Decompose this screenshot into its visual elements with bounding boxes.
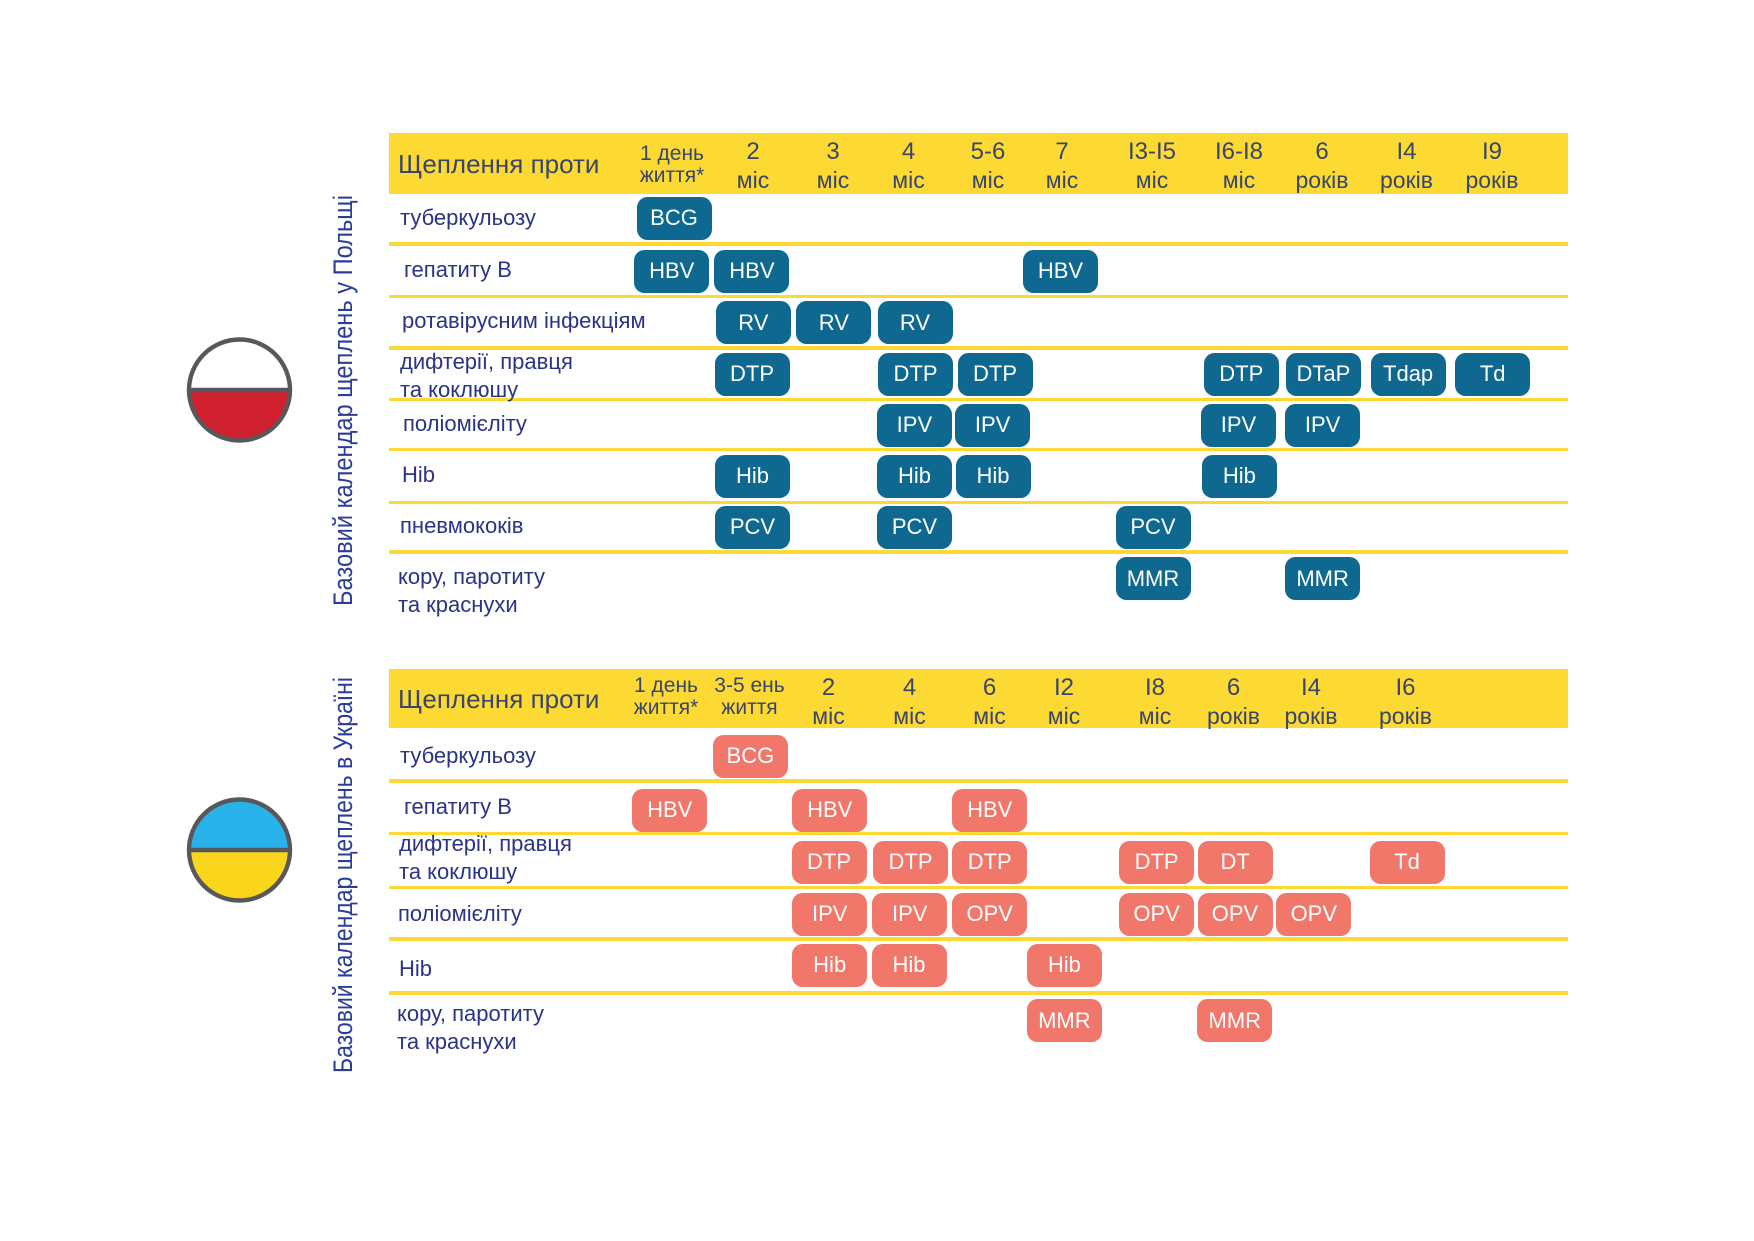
svg-text:Базовий календар щеплень в Укр: Базовий календар щеплень в Україні <box>328 677 358 1073</box>
svg-text:Базовий календар щеплень у Пол: Базовий календар щеплень у Польщі <box>328 195 358 606</box>
